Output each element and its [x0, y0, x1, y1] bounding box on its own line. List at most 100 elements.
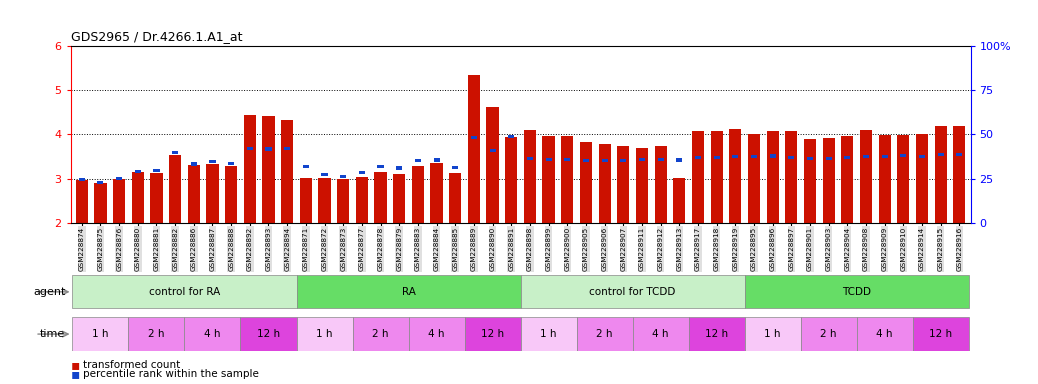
- Bar: [580, 142, 592, 223]
- Bar: [953, 126, 965, 223]
- Bar: [449, 173, 461, 223]
- Bar: [113, 179, 126, 223]
- Bar: [521, 275, 744, 308]
- Bar: [151, 173, 163, 223]
- Bar: [676, 159, 682, 162]
- Bar: [506, 137, 517, 223]
- Bar: [154, 169, 160, 172]
- Bar: [188, 165, 200, 223]
- Bar: [129, 318, 185, 351]
- Text: 12 h: 12 h: [705, 329, 729, 339]
- Bar: [618, 146, 629, 223]
- Text: 12 h: 12 h: [929, 329, 952, 339]
- Bar: [468, 75, 480, 223]
- Bar: [415, 159, 420, 162]
- Bar: [135, 169, 141, 172]
- Bar: [94, 184, 107, 223]
- Bar: [453, 166, 458, 169]
- Bar: [565, 157, 570, 161]
- Bar: [266, 147, 272, 151]
- Text: RA: RA: [402, 287, 415, 297]
- Bar: [378, 165, 384, 168]
- Bar: [397, 166, 403, 169]
- Text: 2 h: 2 h: [373, 329, 389, 339]
- Bar: [375, 172, 386, 223]
- Bar: [599, 144, 610, 223]
- Bar: [471, 136, 476, 139]
- Bar: [785, 131, 797, 223]
- Bar: [284, 147, 291, 150]
- Bar: [73, 318, 129, 351]
- Bar: [744, 275, 968, 308]
- Bar: [297, 318, 353, 351]
- Text: 4 h: 4 h: [429, 329, 445, 339]
- Bar: [73, 275, 297, 308]
- Bar: [185, 318, 241, 351]
- Text: control for RA: control for RA: [148, 287, 220, 297]
- Text: TCDD: TCDD: [842, 287, 871, 297]
- Bar: [692, 131, 704, 223]
- Text: 4 h: 4 h: [652, 329, 668, 339]
- Bar: [337, 179, 349, 223]
- Bar: [657, 157, 663, 161]
- Bar: [632, 318, 688, 351]
- Bar: [713, 156, 719, 159]
- Bar: [878, 135, 891, 223]
- Bar: [263, 116, 275, 223]
- Bar: [636, 148, 648, 223]
- Bar: [172, 151, 179, 154]
- Bar: [822, 138, 835, 223]
- Bar: [191, 162, 197, 166]
- Bar: [225, 166, 238, 223]
- Text: 1 h: 1 h: [541, 329, 556, 339]
- Bar: [800, 318, 856, 351]
- Bar: [744, 318, 800, 351]
- Bar: [856, 318, 912, 351]
- Bar: [863, 156, 869, 159]
- Text: 1 h: 1 h: [92, 329, 109, 339]
- Bar: [281, 120, 294, 223]
- Bar: [730, 129, 741, 223]
- Bar: [674, 178, 685, 223]
- Text: percentile rank within the sample: percentile rank within the sample: [83, 369, 258, 379]
- Bar: [132, 172, 144, 223]
- Bar: [393, 174, 405, 223]
- Bar: [825, 157, 831, 160]
- Bar: [655, 146, 666, 223]
- Bar: [900, 154, 906, 157]
- Bar: [897, 135, 909, 223]
- Bar: [524, 130, 536, 223]
- Bar: [937, 153, 944, 156]
- Bar: [732, 156, 738, 159]
- Bar: [116, 177, 122, 180]
- Text: ▪: ▪: [71, 358, 80, 372]
- Bar: [297, 275, 521, 308]
- Bar: [434, 159, 439, 162]
- Bar: [844, 156, 850, 159]
- Bar: [241, 318, 297, 351]
- Text: ▪: ▪: [71, 367, 80, 381]
- Text: 12 h: 12 h: [257, 329, 280, 339]
- Bar: [546, 158, 551, 161]
- Bar: [359, 171, 365, 174]
- Bar: [356, 177, 367, 223]
- Text: 2 h: 2 h: [820, 329, 837, 339]
- Bar: [509, 135, 514, 138]
- Text: 4 h: 4 h: [204, 329, 221, 339]
- Bar: [688, 318, 744, 351]
- Text: 1 h: 1 h: [317, 329, 333, 339]
- Bar: [169, 155, 182, 223]
- Bar: [79, 178, 85, 181]
- Bar: [934, 126, 947, 223]
- Bar: [303, 165, 309, 168]
- Bar: [322, 172, 328, 176]
- Bar: [747, 134, 760, 223]
- Bar: [210, 160, 216, 163]
- Bar: [412, 166, 424, 223]
- Text: agent: agent: [33, 287, 65, 297]
- Bar: [98, 181, 104, 184]
- Bar: [807, 157, 813, 160]
- Bar: [409, 318, 465, 351]
- Text: 2 h: 2 h: [596, 329, 612, 339]
- Bar: [750, 156, 757, 159]
